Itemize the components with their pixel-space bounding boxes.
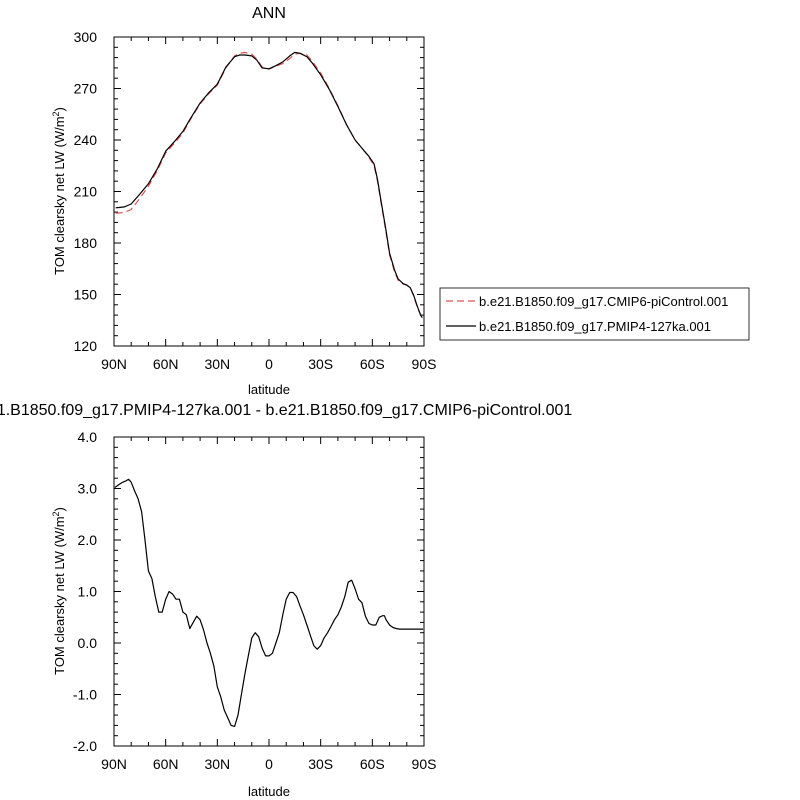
bottom-y-tick-label: 1.0 (78, 584, 98, 600)
bottom-y-tick-label: 3.0 (78, 481, 98, 497)
top-x-tick-label: 60S (360, 356, 385, 372)
top-x-axis-label: latitude (248, 382, 290, 397)
top-x-tick-label: 0 (265, 356, 273, 372)
top-x-tick-label: 30S (308, 356, 333, 372)
top-y-tick-label: 120 (74, 338, 98, 354)
top-x-tick-label: 60N (153, 356, 179, 372)
top-series-line-1 (115, 51, 423, 319)
top-y-axis-label: TOM clearsky net LW (W/m2) (51, 107, 67, 275)
bottom-x-tick-label: 60S (360, 756, 385, 772)
top-axes: 90N 60N 30N 0 30S 60S 90S 120 150 180 210 240 270 300 (74, 29, 437, 372)
bottom-y-tick-label: -2.0 (73, 738, 97, 754)
bottom-x-axis-label: latitude (248, 784, 290, 799)
bottom-panel: b.e21.B1850.f09_g17.PMIP4-127ka.001 - b.… (0, 402, 572, 799)
top-y-tick-label: 300 (74, 29, 98, 45)
bottom-x-tick-label: 30N (204, 756, 230, 772)
legend-label-pmip4: b.e21.B1850.f09_g17.PMIP4-127ka.001 (479, 319, 711, 334)
bottom-x-tick-label: 90N (101, 756, 127, 772)
legend-box (439, 287, 750, 341)
bottom-chart-title: b.e21.B1850.f09_g17.PMIP4-127ka.001 - b.… (0, 402, 572, 419)
bottom-x-tick-label: 60N (153, 756, 179, 772)
top-x-tick-label: 30N (204, 356, 230, 372)
top-series-line-0 (115, 51, 423, 319)
bottom-y-tick-label: -1.0 (73, 687, 97, 703)
bottom-plot-frame (113, 436, 425, 747)
bottom-y-tick-label: 4.0 (78, 429, 98, 445)
bottom-x-tick-label: 0 (265, 756, 273, 772)
bottom-series-group (114, 478, 424, 728)
top-series-group (115, 51, 423, 319)
bottom-x-tick-label: 90S (412, 756, 437, 772)
legend: b.e21.B1850.f09_g17.CMIP6-piControl.001 … (439, 287, 750, 341)
bottom-y-tick-label: 0.0 (78, 635, 98, 651)
top-y-tick-label: 270 (74, 81, 98, 97)
top-y-tick-label: 180 (74, 235, 98, 251)
top-x-tick-label: 90N (101, 356, 127, 372)
bottom-x-tick-label: 30S (308, 756, 333, 772)
bottom-y-tick-label: 2.0 (78, 532, 98, 548)
top-y-tick-label: 240 (74, 132, 98, 148)
top-chart-title: ANN (252, 5, 286, 22)
top-panel: ANN 90N 60N 30N 0 30S 60S 90S 120 150 180 210 240 27… (51, 5, 750, 397)
legend-label-picontrol: b.e21.B1850.f09_g17.CMIP6-piControl.001 (479, 294, 728, 309)
top-x-tick-label: 90S (412, 356, 437, 372)
top-y-tick-label: 150 (74, 287, 98, 303)
top-plot-frame (113, 36, 425, 347)
bottom-y-axis-label: TOM clearsky net LW (W/m2) (51, 507, 67, 675)
bottom-series-line-0 (114, 478, 424, 728)
top-y-tick-label: 210 (74, 184, 98, 200)
